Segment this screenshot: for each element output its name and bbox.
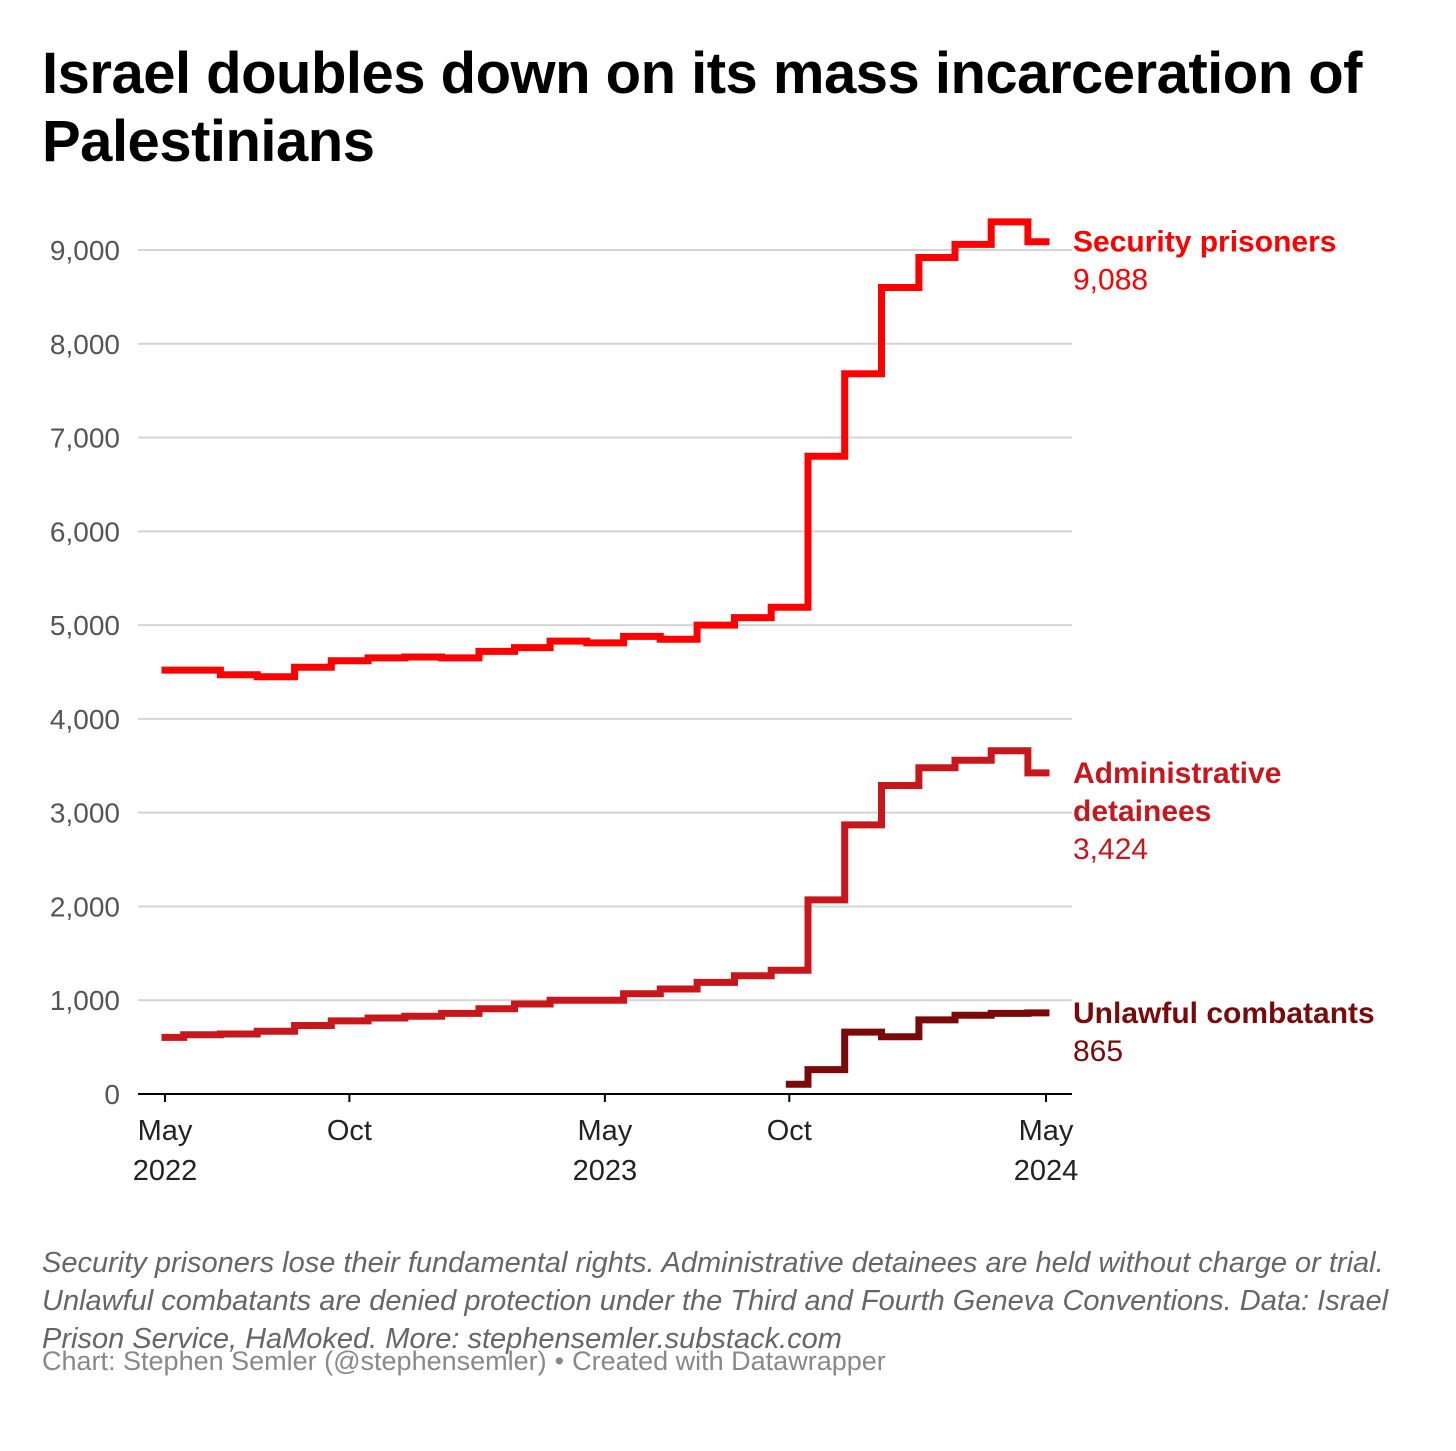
- series-last-value: 3,424: [1073, 833, 1148, 866]
- series-label: Unlawful combatants: [1073, 997, 1375, 1030]
- x-tick-year-label: 2022: [133, 1155, 198, 1187]
- x-tick-label: May: [138, 1115, 193, 1147]
- chart-title: Israel doubles down on its mass incarcer…: [42, 41, 1363, 174]
- series-line-unlawful-combatants: [785, 1009, 1050, 1088]
- x-tick-label: May: [577, 1115, 632, 1147]
- chart-notes: Security prisoners lose their fundamenta…: [42, 1247, 1389, 1355]
- x-tick-year-label: 2023: [573, 1155, 638, 1187]
- y-tick-label: 7,000: [50, 423, 120, 454]
- chart-credit: Chart: Stephen Semler (@stephensemler) • C…: [42, 1346, 886, 1377]
- credit-tool: Created with Datawrapper: [572, 1346, 886, 1376]
- y-tick-label: 1,000: [50, 985, 120, 1016]
- series-lines: [161, 218, 1050, 1088]
- series-labels: Security prisoners 9,088 Administrative det…: [1073, 226, 1375, 1068]
- gridlines: [138, 249, 1072, 1002]
- credit-author: Chart: Stephen Semler (@stephensemler): [42, 1346, 547, 1376]
- series-line-security-prisoners: [161, 218, 1050, 681]
- series-line-administrative-detainees: [161, 747, 1050, 1041]
- series-label: detainees: [1073, 795, 1211, 828]
- y-tick-label: 4,000: [50, 704, 120, 735]
- x-axis: May 2022 Oct May 2023 Oct May 2024: [133, 1094, 1079, 1187]
- series-label: Administrative: [1073, 757, 1281, 790]
- y-tick-label: 3,000: [50, 798, 120, 829]
- x-tick-label: Oct: [767, 1115, 812, 1147]
- series-last-value: 9,088: [1073, 264, 1148, 297]
- y-axis: 0 1,000 2,000 3,000 4,000 5,000 6,000 7,000 8,00…: [50, 235, 120, 1110]
- x-tick-label: Oct: [327, 1115, 372, 1147]
- y-tick-label: 8,000: [50, 329, 120, 360]
- series-label: Security prisoners: [1073, 226, 1336, 259]
- x-tick-year-label: 2024: [1014, 1155, 1079, 1187]
- chart-svg: 0 1,000 2,000 3,000 4,000 5,000 6,000 7,000 8,00…: [50, 218, 1375, 1187]
- y-tick-label: 2,000: [50, 891, 120, 922]
- series-last-value: 865: [1073, 1035, 1123, 1068]
- y-tick-label: 0: [104, 1079, 120, 1110]
- x-tick-label: May: [1019, 1115, 1074, 1147]
- y-tick-label: 9,000: [50, 235, 120, 266]
- credit-separator: •: [554, 1346, 565, 1376]
- y-tick-label: 5,000: [50, 610, 120, 641]
- y-tick-label: 6,000: [50, 516, 120, 547]
